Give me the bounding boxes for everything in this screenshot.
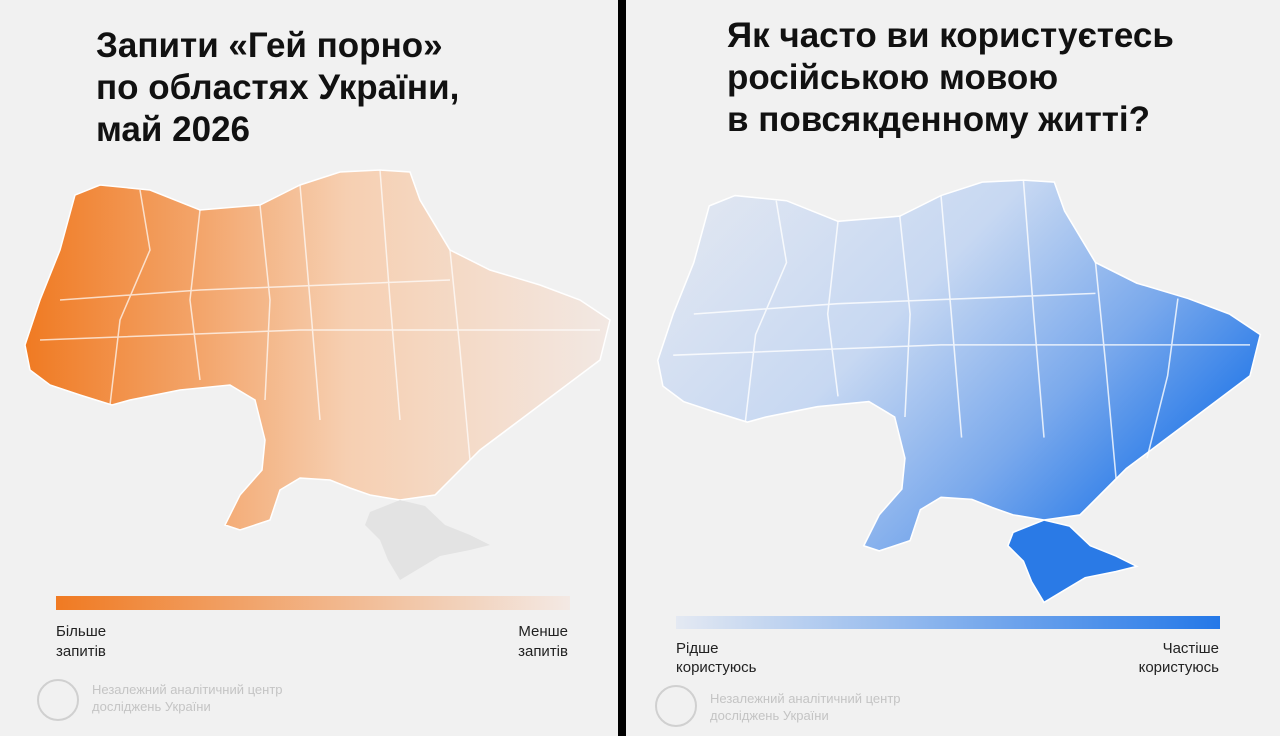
crimea xyxy=(365,500,490,580)
region-borders xyxy=(673,180,1250,479)
legend-bar xyxy=(676,616,1220,629)
title-line: в повсякденному житті? xyxy=(727,100,1150,139)
legend-label: Рідше xyxy=(676,640,718,657)
right-panel: Як часто ви користуєтесь російською мово… xyxy=(655,16,1262,727)
divider xyxy=(618,0,626,736)
left-panel: Запити «Гей порно» по областях України, … xyxy=(24,26,611,721)
source: досліджень України xyxy=(710,708,829,723)
map xyxy=(656,179,1262,552)
title-line: Як часто ви користуєтесь xyxy=(727,16,1174,55)
region-borders xyxy=(39,169,600,461)
legend-label: Більше xyxy=(56,623,106,640)
title-line: російською мовою xyxy=(727,58,1058,97)
title-line: Запити «Гей порно» xyxy=(96,26,443,65)
logo xyxy=(37,679,79,721)
legend-label: користуюсь xyxy=(676,659,757,676)
crimea xyxy=(1007,519,1138,604)
source: Незалежний аналітичний центр xyxy=(92,682,283,697)
legend-bar xyxy=(56,596,570,610)
title-line: май 2026 xyxy=(96,110,250,149)
legend-label: Частіше xyxy=(1163,640,1219,657)
legend-label: Менше xyxy=(518,623,568,640)
legend-label: запитів xyxy=(56,643,106,660)
legend-label: запитів xyxy=(518,643,568,660)
logo xyxy=(655,685,697,727)
map xyxy=(24,169,611,531)
title-line: по областях України, xyxy=(96,68,459,107)
legend-label: користуюсь xyxy=(1139,659,1220,676)
source: Незалежний аналітичний центр xyxy=(710,691,901,706)
source: досліджень України xyxy=(92,699,211,714)
